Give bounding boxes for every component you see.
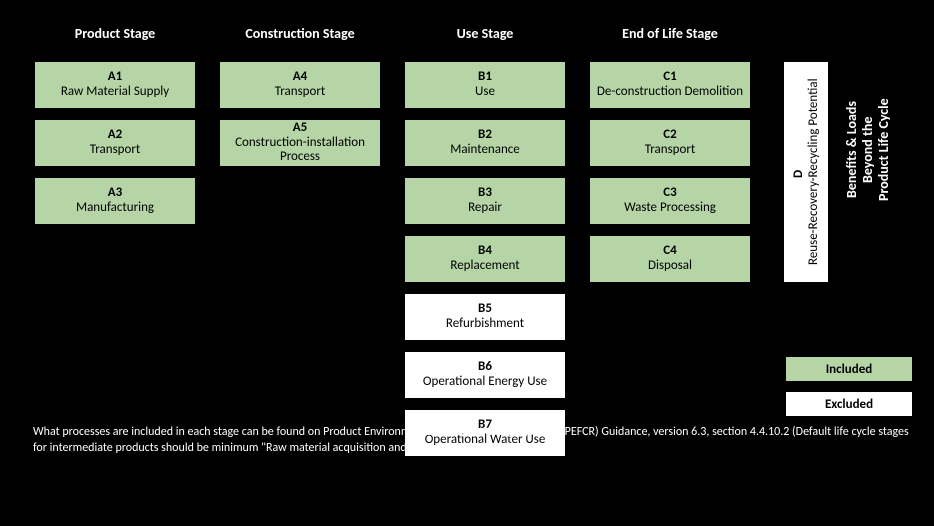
footer-note: What processes are included in each stag… [33,424,914,456]
box-b1: B1Use [403,60,567,110]
header-eol: End of Life Stage [588,16,752,52]
box-b4: B4Replacement [403,234,567,284]
box-b3: B3Repair [403,176,567,226]
label-b5: Refurbishment [446,317,524,332]
label-b4: Replacement [450,259,519,274]
label-b6: Operational Energy Use [423,375,547,390]
box-c4: C4Disposal [588,234,752,284]
label-b1: Use [475,85,495,100]
header-beyond: Benefits & Loads Beyond the Product Life… [844,18,892,282]
box-a1: A1Raw Material Supply [33,60,197,110]
legend-included: Included [784,355,914,383]
code-d: D [791,170,806,178]
box-a4: A4Transport [218,60,382,110]
stage-grid: Product Stage A1Raw Material Supply A2Tr… [33,16,752,458]
code-b3: B3 [478,186,492,201]
box-a5: A5Construction-installation Process [218,118,382,168]
code-c3: C3 [663,186,676,201]
box-c1: C1De-construction Demolition [588,60,752,110]
label-a5: Construction-installation Process [224,136,376,166]
legend: Included Excluded [784,355,914,418]
col-product: Product Stage A1Raw Material Supply A2Tr… [33,16,197,458]
code-b2: B2 [478,128,492,143]
label-b2: Maintenance [450,143,520,158]
label-b3: Repair [468,201,502,216]
header-use: Use Stage [403,16,567,52]
code-b5: B5 [478,302,492,317]
col-construction: Construction Stage A4Transport A5Constru… [218,16,382,458]
box-a2: A2Transport [33,118,197,168]
code-c4: C4 [663,244,676,259]
header-beyond-l3: Product Life Cycle [876,99,892,202]
label-c3: Waste Processing [624,201,716,216]
label-a1: Raw Material Supply [61,85,169,100]
code-b1: B1 [478,70,492,85]
label-c4: Disposal [648,259,692,274]
label-c1: De-construction Demolition [597,85,743,100]
header-beyond-l1: Benefits & Loads [844,102,860,199]
box-b6: B6Operational Energy Use [403,350,567,400]
box-b2: B2Maintenance [403,118,567,168]
box-b5: B5Refurbishment [403,292,567,342]
box-a3: A3Manufacturing [33,176,197,226]
label-c2: Transport [645,143,696,158]
code-a4: A4 [293,70,307,85]
code-a2: A2 [108,128,122,143]
label-a2: Transport [90,143,141,158]
legend-excluded: Excluded [784,390,914,418]
code-c1: C1 [663,70,676,85]
label-d: Reuse-Recovery-Recycling Potential [806,79,821,266]
code-a3: A3 [108,186,122,201]
col-use: Use Stage B1Use B2Maintenance B3Repair B… [403,16,567,458]
label-a3: Manufacturing [76,201,154,216]
code-b6: B6 [478,360,492,375]
code-a1: A1 [108,70,122,85]
box-c3: C3Waste Processing [588,176,752,226]
code-b4: B4 [478,244,492,259]
header-product: Product Stage [33,16,197,52]
box-c2: C2Transport [588,118,752,168]
code-c2: C2 [663,128,676,143]
col-eol: End of Life Stage C1De-construction Demo… [588,16,752,458]
header-construction: Construction Stage [218,16,382,52]
box-d: D Reuse-Recovery-Recycling Potential [782,60,830,284]
header-beyond-l2: Beyond the [860,117,876,183]
code-a5: A5 [293,121,307,136]
label-a4: Transport [275,85,326,100]
